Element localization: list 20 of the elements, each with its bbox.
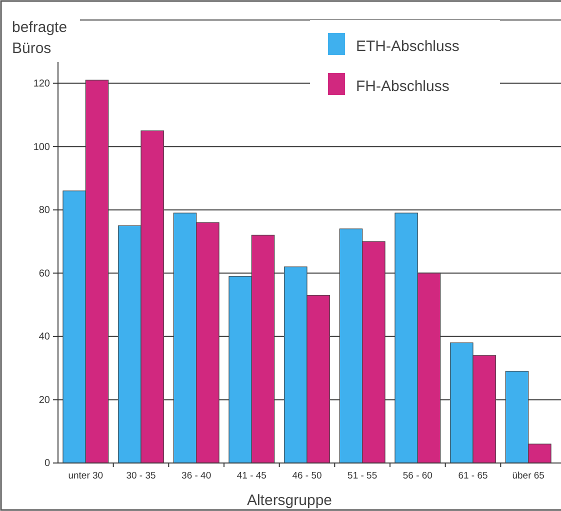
x-tick-label: 46 - 50 — [292, 470, 322, 482]
y-tick-label: 120 — [33, 78, 50, 90]
y-tick-label: 100 — [33, 142, 50, 153]
x-axis-title: Altersgruppe — [246, 492, 332, 509]
x-tick-label: 56 - 60 — [402, 470, 432, 482]
y-tick-label: 0 — [44, 458, 50, 470]
x-tick-label: 51 - 55 — [348, 470, 378, 482]
y-tick-label: 40 — [38, 332, 50, 343]
x-tick-label: 36 - 40 — [182, 470, 212, 482]
x-tick-label: 61 - 65 — [458, 470, 488, 482]
legend-label: FH-Abschluss — [356, 78, 450, 95]
y-tick-label: 60 — [38, 268, 50, 280]
x-tick-label: 41 - 45 — [236, 470, 266, 482]
y-tick-label: 80 — [38, 205, 50, 216]
y-tick-label: 20 — [38, 394, 50, 406]
y-axis-title: befragte Büros — [12, 19, 68, 57]
x-tick-label: 30 - 35 — [126, 470, 156, 482]
legend-label: ETH-Abschluss — [356, 38, 460, 55]
x-tick-label: über 65 — [512, 470, 544, 482]
x-tick-label: unter 30 — [68, 470, 104, 482]
